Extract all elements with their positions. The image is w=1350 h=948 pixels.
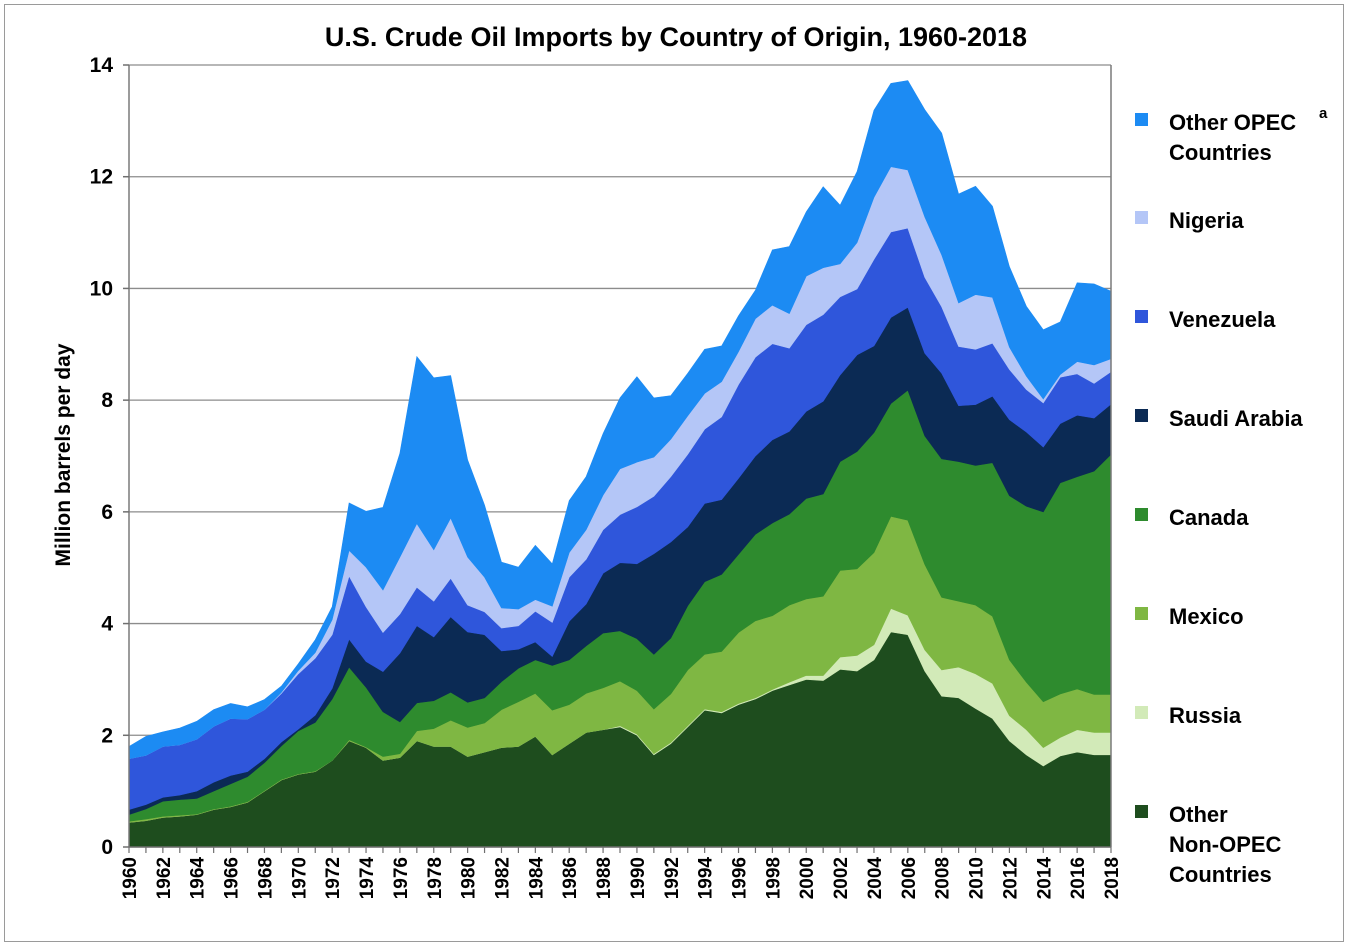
x-tick-label: 1990 [628,857,649,899]
y-axis-label: Million barrels per day [52,343,75,566]
legend-swatch [1135,409,1148,422]
x-tick-label: 1988 [594,857,615,899]
x-tick-label: 1960 [120,857,141,899]
legend-swatch [1135,607,1148,620]
legend-item-canada: Canada [1135,505,1249,530]
x-tick-label: 1968 [255,857,276,899]
legend-label: Nigeria [1169,208,1244,233]
y-tick-labels: 0 2 4 6 8 10 12 14 [90,54,114,859]
legend-label: Other [1169,802,1228,827]
legend-footnote-marker: a [1319,105,1328,122]
legend-item-nigeria: Nigeria [1135,208,1244,233]
x-tick-label: 2006 [899,857,920,899]
x-tick-label: 2016 [1068,857,1089,899]
x-tick-label: 2000 [797,857,818,899]
y-tick-label: 10 [90,277,113,300]
legend-swatch [1135,508,1148,521]
legend-label: Countries [1169,862,1272,887]
x-tick-label: 1966 [222,857,243,899]
legend: Other OPEC Countries a Nigeria Venezuela Saud… [1135,105,1328,887]
legend-swatch [1135,805,1148,818]
legend-label: Other OPEC [1169,110,1296,135]
legend-item-other-non-opec-countries: Other Non-OPEC Countries [1135,802,1282,887]
x-tick-labels: 1960 1962 1964 1966 1968 1970 1972 1974 1976 1978… [120,857,1123,900]
x-tick-label: 1980 [459,857,480,899]
legend-label: Canada [1169,505,1249,530]
x-tick-label: 1962 [154,857,175,899]
legend-label: Russia [1169,703,1242,728]
legend-label: Countries [1169,140,1272,165]
y-tick-label: 4 [101,613,113,636]
legend-item-other-opec-countries: Other OPEC Countries a [1135,105,1328,165]
area-series-group [128,80,1112,848]
axes [123,64,1112,853]
legend-swatch [1135,113,1148,126]
y-tick-label: 12 [90,166,113,189]
x-tick-label: 2004 [865,857,886,900]
legend-label: Venezuela [1169,307,1276,332]
y-tick-label: 2 [101,724,113,747]
chart-title: U.S. Crude Oil Imports by Country of Ori… [325,22,1027,52]
x-tick-label: 1986 [560,857,581,899]
legend-label: Non-OPEC [1169,832,1282,857]
y-tick-label: 6 [101,501,113,524]
x-tick-label: 2012 [1000,857,1021,899]
x-tick-label: 1994 [696,857,717,900]
legend-swatch [1135,310,1148,323]
x-tick-label: 1996 [730,857,751,899]
x-tick-label: 1982 [492,857,513,899]
legend-swatch [1135,706,1148,719]
x-tick-label: 2018 [1102,857,1123,899]
legend-label: Mexico [1169,604,1244,629]
x-tick-label: 1978 [425,857,446,899]
legend-item-mexico: Mexico [1135,604,1244,629]
legend-item-saudi-arabia: Saudi Arabia [1135,406,1303,431]
y-tick-label: 14 [90,54,114,77]
x-tick-label: 1972 [323,857,344,899]
y-tick-label: 8 [101,389,113,412]
legend-swatch [1135,211,1148,224]
x-tick-label: 1970 [289,857,310,899]
x-tick-label: 2010 [967,857,988,899]
x-tick-label: 2014 [1034,857,1055,900]
chart-frame [4,4,1344,942]
x-tick-label: 1998 [763,857,784,899]
legend-item-venezuela: Venezuela [1135,307,1276,332]
legend-label: Saudi Arabia [1169,406,1303,431]
y-tick-label: 0 [101,836,113,859]
x-tick-label: 1974 [357,857,378,900]
legend-item-russia: Russia [1135,703,1242,728]
x-tick-label: 2002 [831,857,852,899]
x-tick-label: 1992 [662,857,683,899]
x-tick-label: 1976 [391,857,412,899]
x-tick-label: 1984 [526,857,547,900]
x-tick-label: 1964 [188,857,209,900]
x-tick-label: 2008 [933,857,954,899]
